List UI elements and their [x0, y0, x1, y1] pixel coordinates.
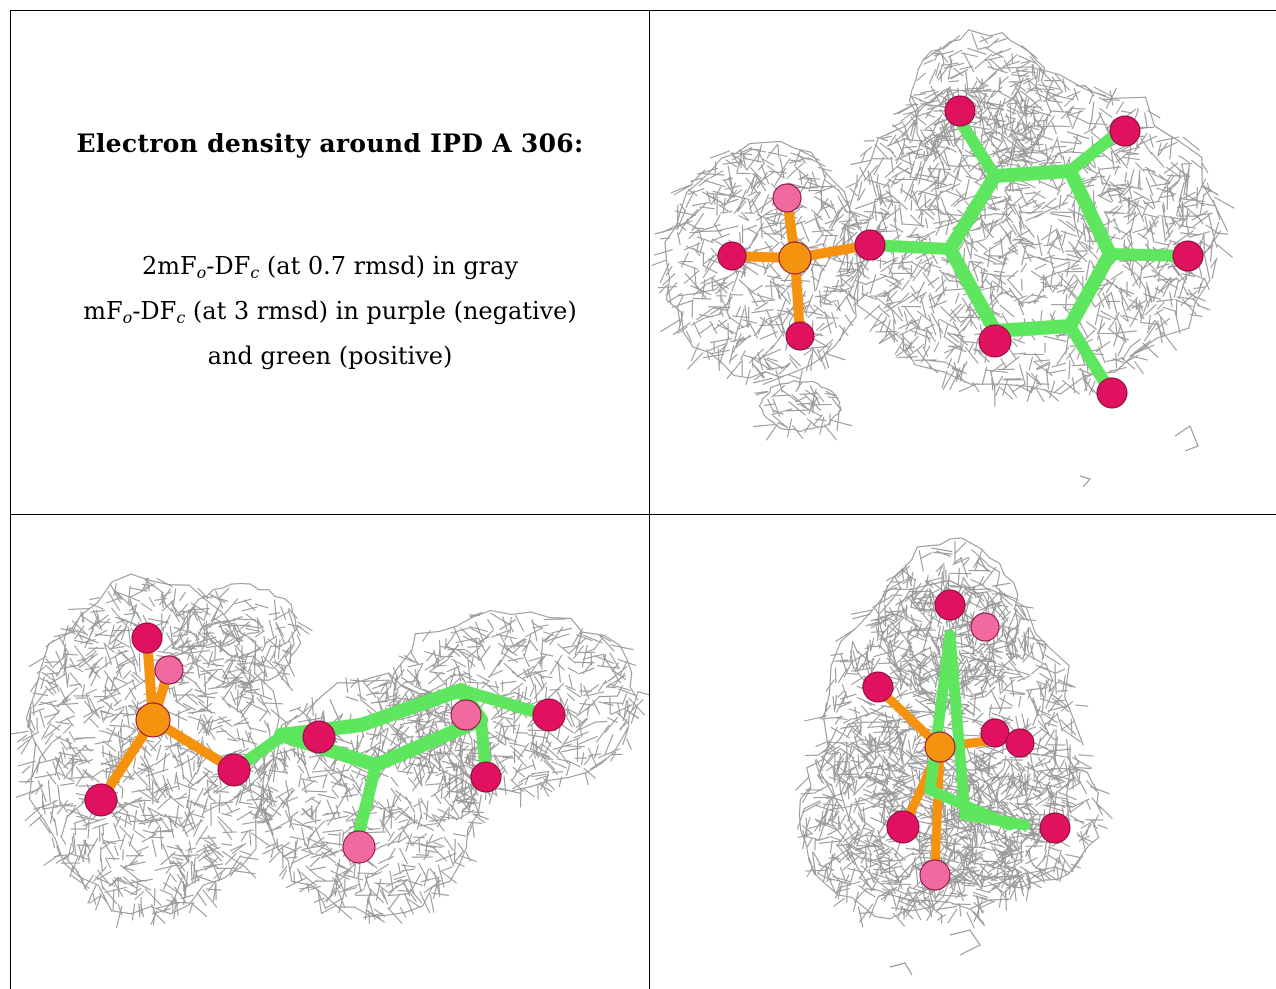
mesh-fragment	[949, 929, 981, 956]
bond	[930, 742, 945, 875]
table-center-border	[649, 10, 650, 989]
density-view-side	[11, 573, 649, 929]
bond	[954, 115, 1001, 182]
oxygen-atom	[84, 783, 118, 817]
panel-top-right	[650, 11, 1276, 514]
oxygen-atom	[342, 830, 376, 864]
bond	[959, 809, 1031, 831]
legend-line-purple: mFo-DFc (at 3 rmsd) in purple (negative)	[83, 297, 577, 327]
mesh-fragment	[1079, 475, 1092, 488]
oxygen-atom	[154, 655, 184, 685]
phosphorus-atom	[778, 241, 812, 275]
table-middle-border	[10, 514, 1276, 515]
figure-title: Electron density around IPD A 306:	[76, 129, 584, 158]
legend-line-green: and green (positive)	[207, 342, 453, 370]
oxygen-atom	[717, 241, 747, 271]
table-left-border	[10, 10, 11, 989]
oxygen-atom	[919, 859, 951, 891]
oxygen-atom	[302, 720, 336, 754]
oxygen-atom	[970, 612, 1000, 642]
oxygen-atom	[1172, 240, 1204, 272]
mesh-fragment	[1174, 425, 1199, 452]
table-top-border	[10, 10, 1276, 11]
panel-bottom-left	[11, 515, 649, 989]
bond	[354, 683, 468, 732]
density-mesh	[795, 537, 1113, 929]
density-mesh	[11, 573, 649, 929]
mesh-fragment	[889, 962, 913, 976]
density-view-top	[651, 29, 1235, 488]
oxygen-atom	[980, 718, 1010, 748]
oxygen-atom	[862, 671, 894, 703]
bond	[988, 164, 1077, 183]
oxygen-atom	[1096, 377, 1128, 409]
oxygen-atom	[450, 699, 482, 731]
oxygen-atom	[217, 753, 251, 787]
oxygen-atom	[772, 183, 802, 213]
bond	[1063, 164, 1117, 261]
density-view-end	[795, 537, 1113, 976]
density-mesh	[651, 29, 1235, 441]
oxygen-atom	[886, 810, 920, 844]
oxygen-atom	[532, 698, 566, 732]
oxygen-atom	[470, 761, 502, 793]
bond	[943, 169, 1002, 256]
oxygen-atom	[934, 589, 966, 621]
bond	[943, 242, 1002, 338]
oxygen-atom	[1039, 812, 1071, 844]
panel-bottom-right	[650, 515, 1276, 989]
bond	[1104, 248, 1191, 262]
bond	[455, 684, 552, 721]
oxygen-atom	[785, 321, 815, 351]
bond	[1063, 247, 1117, 333]
phosphorus-atom	[135, 702, 171, 738]
phosphorus-atom	[924, 731, 956, 763]
legend-text: 2mFo-DFc (at 0.7 rmsd) in gray mFo-DFc (…	[11, 247, 649, 375]
oxygen-atom	[978, 324, 1012, 358]
bond	[944, 629, 971, 821]
legend-line-gray: 2mFo-DFc (at 0.7 rmsd) in gray	[141, 252, 519, 282]
caption-cell: Electron density around IPD A 306: 2mFo-…	[11, 11, 649, 515]
oxygen-atom	[854, 229, 886, 261]
oxygen-atom	[1005, 728, 1035, 758]
oxygen-atom	[131, 622, 163, 654]
oxygen-atom	[944, 95, 976, 127]
bond	[988, 319, 1077, 338]
oxygen-atom	[1109, 115, 1141, 147]
